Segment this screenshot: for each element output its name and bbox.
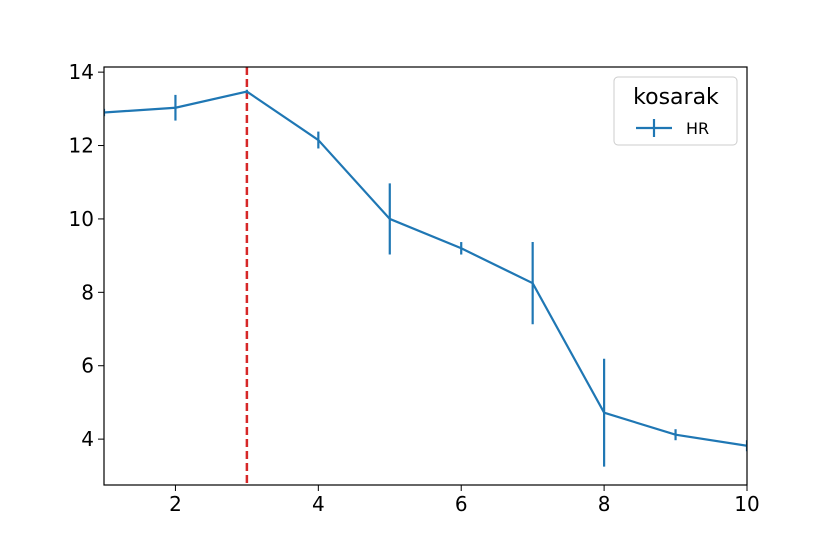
x-tick-label: 6 (455, 492, 468, 516)
legend-label: HR (686, 119, 709, 138)
y-tick-label: 10 (69, 207, 94, 231)
line (104, 90, 747, 447)
plot-frame (103, 66, 748, 486)
y-tick-label: 12 (69, 134, 94, 158)
y-tick-label: 6 (81, 354, 94, 378)
x-tick-label: 2 (169, 492, 182, 516)
y-tick-label: 4 (81, 427, 94, 451)
y-tick-label: 14 (69, 60, 94, 84)
x-tick-label: 8 (598, 492, 611, 516)
x-tick-label: 10 (734, 492, 759, 516)
plot (104, 67, 747, 485)
x-tick-label: 4 (312, 492, 325, 516)
legend-title: kosarak (633, 85, 719, 110)
y-tick-label: 8 (81, 280, 94, 304)
